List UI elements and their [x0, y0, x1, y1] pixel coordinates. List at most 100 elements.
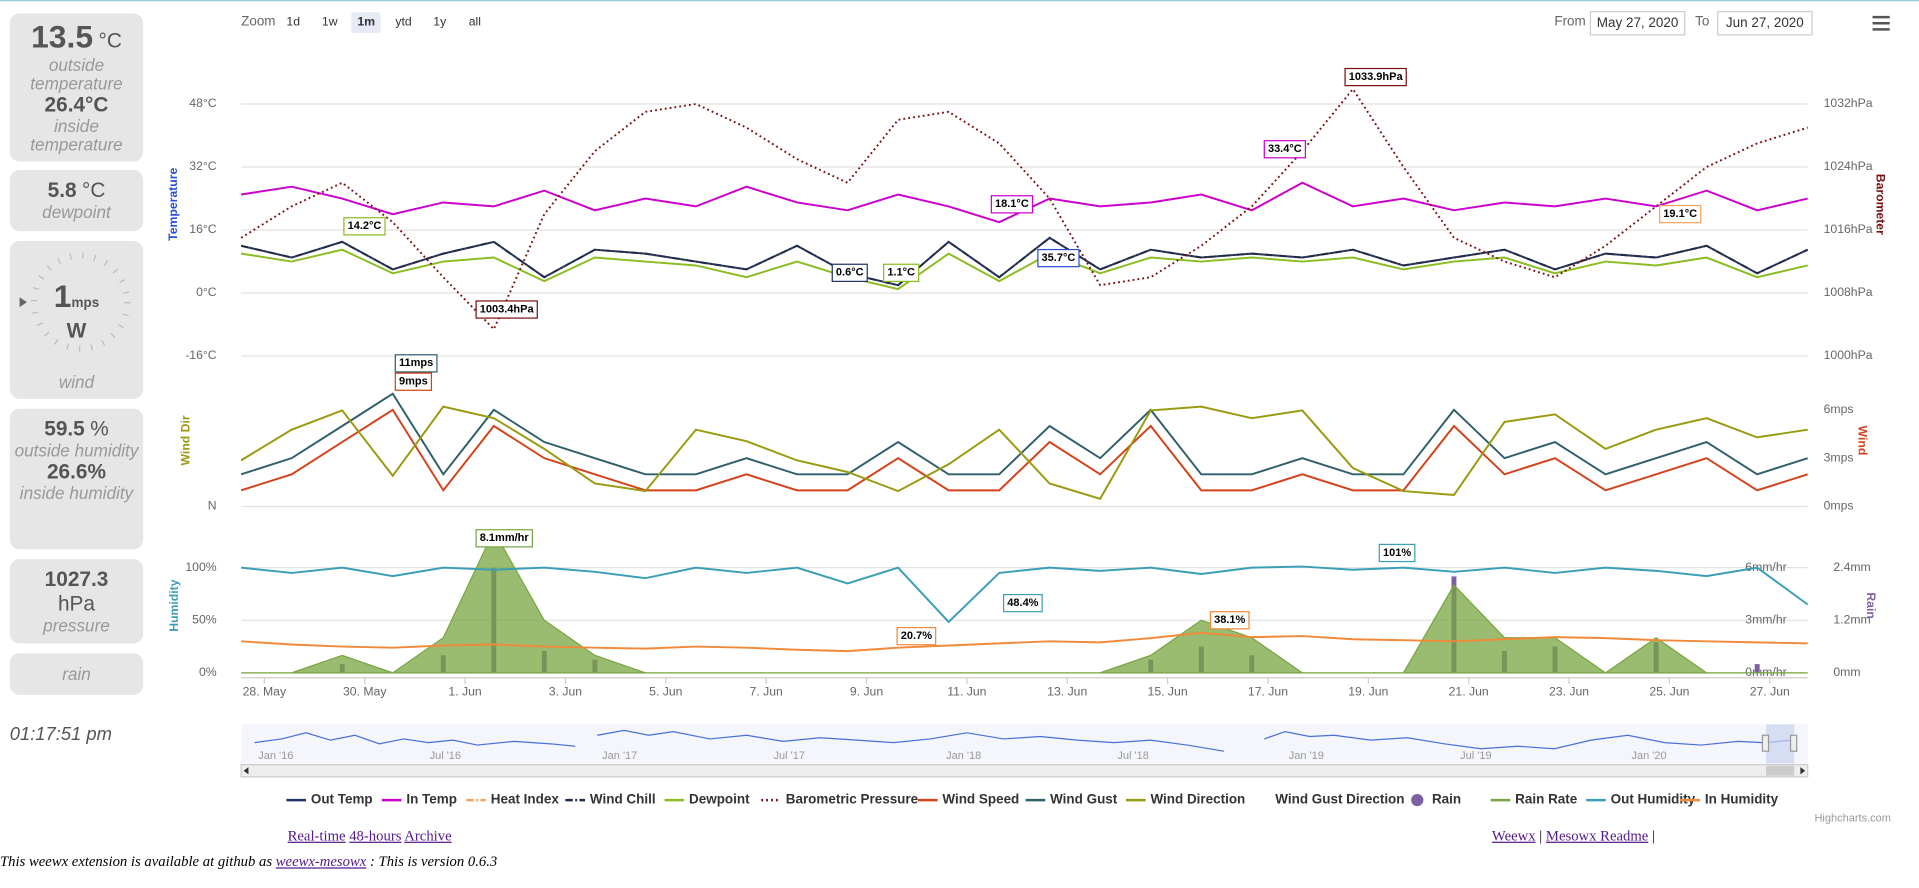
- x-tick-label: 7. Jun: [750, 685, 783, 699]
- credits: Highcharts.com: [1814, 812, 1890, 824]
- annotation-label: 1.1°C: [887, 267, 915, 279]
- navigator-handle[interactable]: [1761, 734, 1770, 752]
- annotation-box: [1658, 204, 1702, 224]
- y2-tick-label: 1000hPa: [1824, 348, 1873, 362]
- annotation-label: 35.7°C: [1042, 252, 1076, 264]
- navigator-label: Jul '18: [1117, 750, 1148, 762]
- navigator-selection[interactable]: [1766, 724, 1795, 764]
- x-tick-label: 28. May: [243, 685, 287, 699]
- legend-label[interactable]: Out Temp: [311, 792, 373, 807]
- legend-label[interactable]: Heat Index: [491, 792, 560, 807]
- zoom-button[interactable]: 1m: [351, 12, 382, 34]
- axis-title: Rain: [1864, 592, 1878, 618]
- annotation-box: [1263, 140, 1307, 159]
- scrollbar[interactable]: [240, 764, 1809, 778]
- zoom-button[interactable]: 1d: [286, 15, 301, 30]
- zoom-button[interactable]: 1y: [433, 15, 447, 30]
- y2-tick-label: 3mps: [1824, 450, 1854, 464]
- series-line: [240, 405, 1808, 500]
- series-line: [240, 248, 1808, 291]
- legend-label[interactable]: In Humidity: [1705, 792, 1779, 807]
- left-links: Real-time 48-hours Archive: [288, 827, 452, 845]
- annotation-label: 19.1°C: [1663, 208, 1697, 220]
- legend-label[interactable]: Wind Speed: [942, 792, 1019, 807]
- label: pressure: [43, 615, 110, 635]
- y2-tick-label: 0mps: [1824, 499, 1854, 513]
- direction: W: [66, 319, 87, 343]
- x-tick-label: 27. Jun: [1750, 685, 1790, 699]
- rain-bar: [1754, 664, 1760, 673]
- annotation-label: 101%: [1383, 547, 1411, 559]
- y-tick-label: 16°C: [189, 222, 216, 236]
- axis-title: Wind Dir: [178, 415, 192, 465]
- navigator-label: Jan '20: [1631, 750, 1666, 762]
- y-tick-label: 0%: [199, 665, 217, 679]
- legend-label[interactable]: Wind Chill: [590, 792, 656, 807]
- link[interactable]: Real-time: [287, 827, 346, 845]
- annotation-label: 14.2°C: [348, 220, 382, 232]
- temperature-tile: 13.5 °C outside temperature 26.4°C insid…: [9, 13, 144, 162]
- legend-label[interactable]: Out Humidity: [1611, 792, 1696, 807]
- legend-label[interactable]: Wind Direction: [1150, 792, 1245, 807]
- annotation: 20.7%: [896, 626, 937, 646]
- legend-label[interactable]: Wind Gust Direction: [1275, 792, 1404, 807]
- annotation-box: [1378, 543, 1416, 563]
- annotation-label: 11mps: [399, 357, 433, 369]
- dial-ticks: [31, 252, 131, 352]
- legend-label[interactable]: Barometric Pressure: [786, 792, 919, 807]
- zoom-button[interactable]: 1w: [321, 15, 338, 30]
- scrollbar-thumb[interactable]: [1766, 765, 1795, 776]
- zoom-button[interactable]: ytd: [395, 15, 412, 30]
- link[interactable]: 48-hours: [349, 827, 402, 845]
- value: 13.5: [31, 18, 94, 56]
- annotation: 19.1°C: [1658, 204, 1702, 224]
- x-tick-label: 30. May: [343, 685, 387, 699]
- annotation: 33.4°C: [1263, 140, 1307, 159]
- x-tick-label: 3. Jun: [549, 685, 582, 699]
- y-tick-label: 0°C: [196, 285, 217, 299]
- annotation-box: [896, 626, 937, 646]
- legend-label[interactable]: Rain Rate: [1515, 792, 1578, 807]
- value: 59.5: [44, 417, 85, 441]
- to-input[interactable]: Jun 27, 2020: [1717, 11, 1813, 36]
- y3-tick-label: 0mm: [1833, 665, 1860, 679]
- annotation-label: 38.1%: [1214, 614, 1245, 626]
- annotation-box: [1209, 611, 1250, 630]
- wind-tile: 1mps W wind: [9, 241, 144, 399]
- dewpoint-tile: 5.8 °C dewpoint: [9, 170, 144, 232]
- zoom-button[interactable]: all: [468, 15, 482, 30]
- legend-label[interactable]: Dewpoint: [689, 792, 750, 807]
- value: 26.4°C: [44, 92, 109, 117]
- link[interactable]: Mesowx Readme: [1545, 827, 1649, 845]
- annotation-label: 9mps: [399, 376, 428, 388]
- y3-tick-label: 1.2mm: [1833, 612, 1870, 626]
- annotation-label: 0.6°C: [836, 267, 864, 279]
- from-input[interactable]: May 27, 2020: [1589, 11, 1686, 36]
- label: inside temperature: [30, 116, 123, 155]
- annotation: 8.1mm/hr: [475, 529, 533, 548]
- legend-label[interactable]: Rain: [1432, 792, 1461, 807]
- annotation-label: 1033.9hPa: [1349, 71, 1404, 83]
- separator: |: [1651, 827, 1655, 845]
- menu-button[interactable]: [1871, 15, 1891, 32]
- annotation-label: 8.1mm/hr: [480, 532, 530, 544]
- link[interactable]: Archive: [404, 827, 452, 845]
- unit: °C: [98, 29, 122, 53]
- separator: |: [1539, 827, 1543, 845]
- y2-tick-label: 3mm/hr: [1745, 612, 1786, 626]
- navigator-label: Jan '18: [946, 750, 981, 762]
- note-text: : This is version 0.6.3: [369, 852, 498, 870]
- link[interactable]: weewx-mesowx: [275, 852, 367, 870]
- y-tick-label: 100%: [185, 560, 216, 574]
- navigator-label: Jan '17: [602, 750, 637, 762]
- navigator-label: Jul '19: [1460, 750, 1491, 762]
- legend-label[interactable]: In Temp: [406, 792, 457, 807]
- legend-label[interactable]: Wind Gust: [1050, 792, 1118, 807]
- y2-tick-label: 1008hPa: [1824, 285, 1873, 299]
- navigator-line: [254, 729, 1795, 752]
- navigator-handle[interactable]: [1789, 734, 1798, 752]
- link[interactable]: Weewx: [1491, 827, 1536, 845]
- series-line: [240, 408, 1808, 493]
- x-tick-label: 23. Jun: [1549, 685, 1589, 699]
